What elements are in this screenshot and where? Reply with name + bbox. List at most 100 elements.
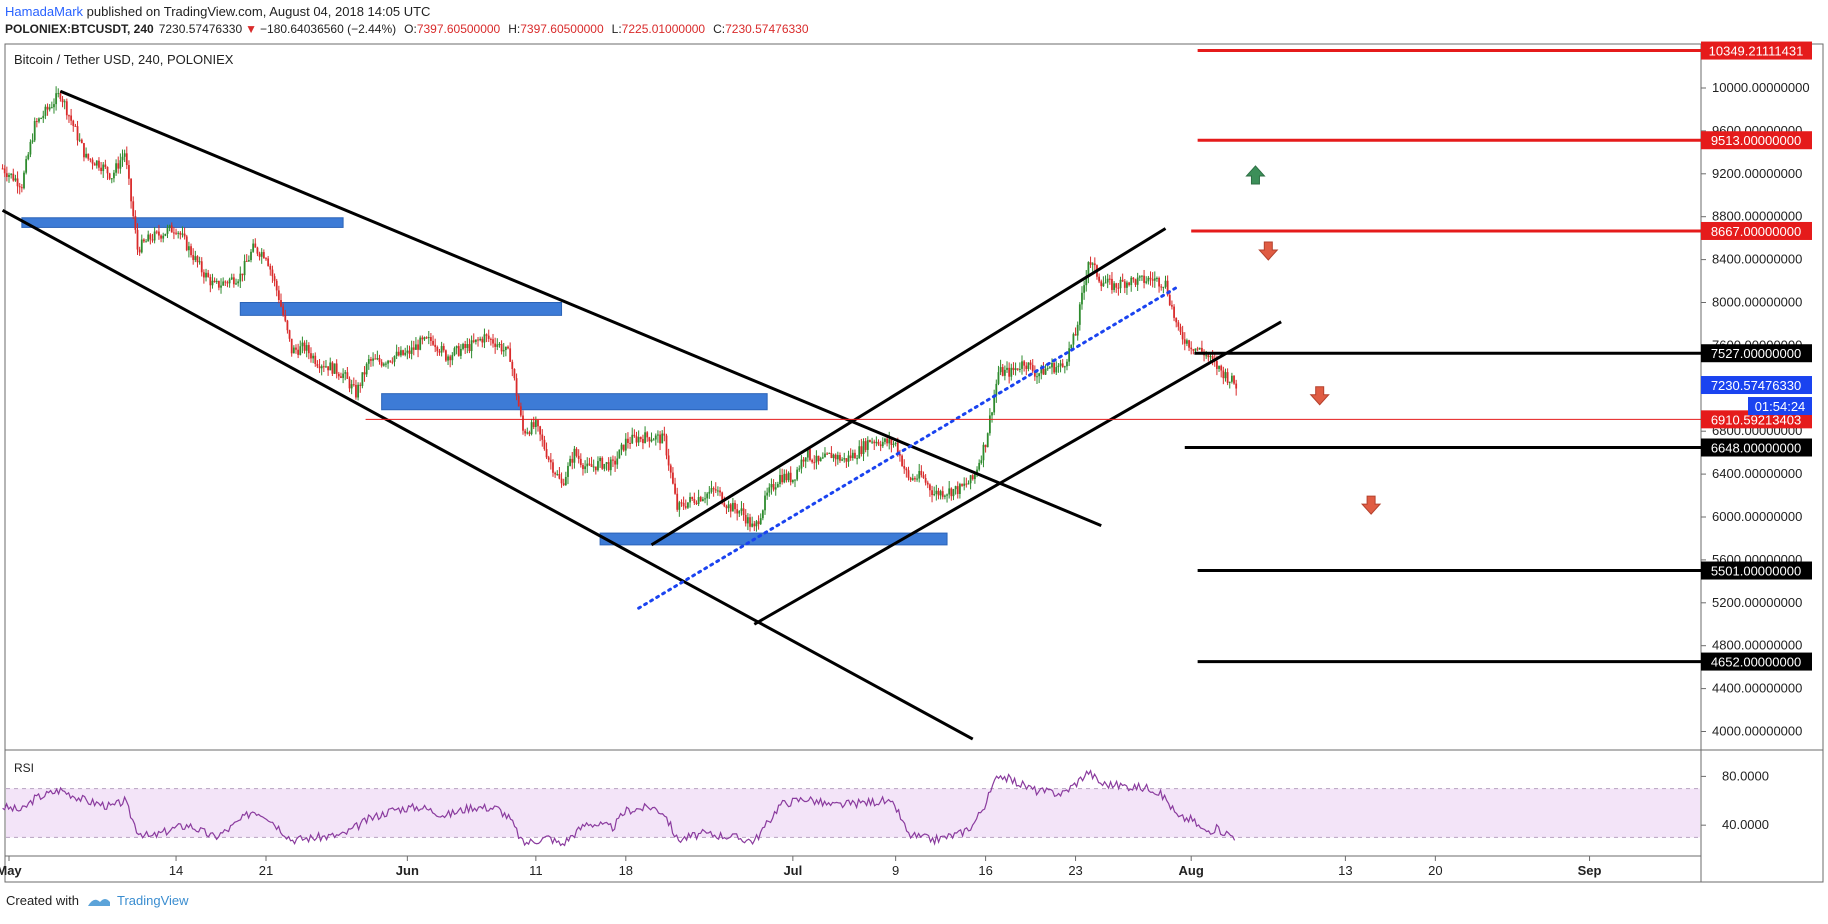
footer-brand[interactable]: TradingView — [117, 893, 189, 908]
candle-body — [145, 241, 147, 243]
close-label: C: — [713, 22, 725, 36]
candle-body — [1205, 355, 1208, 357]
candle-body — [466, 344, 469, 348]
candle-body — [211, 280, 214, 286]
time-axis[interactable]: May 14 21 Jun 11 18 Jul 9 16 23 Aug 13 20 Sep — [0, 856, 1602, 878]
candle-body — [731, 502, 734, 512]
candle-body — [299, 346, 302, 355]
candle-body — [836, 455, 839, 460]
candle-body — [76, 126, 79, 141]
candle-body — [63, 101, 66, 103]
time-tick-label: 13 — [1338, 863, 1352, 878]
candle-body — [1029, 362, 1032, 365]
candle-body — [564, 476, 567, 486]
candle-body — [736, 509, 739, 514]
candle-body — [650, 439, 653, 442]
candle-body — [1153, 278, 1156, 281]
candle-body — [489, 338, 492, 340]
candle-body — [173, 232, 175, 234]
trendlines-layer — [1, 89, 1282, 741]
candle-body — [995, 383, 998, 396]
candle-body — [359, 384, 362, 386]
candle-body — [590, 464, 593, 467]
candle-body — [858, 446, 861, 459]
tradingview-logo-icon[interactable] — [88, 899, 110, 906]
support-level-label: 6648.00000000 — [1711, 441, 1801, 456]
candle-body — [742, 508, 745, 515]
candle-body — [100, 167, 102, 172]
candle-body — [55, 93, 58, 105]
candle-body — [374, 358, 377, 360]
candle-body — [59, 93, 62, 99]
candle-body — [706, 493, 709, 499]
candle-body — [177, 232, 180, 234]
candle-body — [956, 486, 959, 494]
rsi-line — [2, 769, 1236, 847]
candle-body — [1179, 326, 1182, 333]
candle-body — [108, 173, 111, 179]
candle-body — [436, 347, 439, 352]
candle-body — [950, 488, 953, 497]
candle-body — [573, 448, 576, 463]
candle-body — [1085, 276, 1088, 286]
candle-body — [1123, 281, 1126, 288]
candle-body — [881, 441, 884, 447]
candle-body — [498, 343, 501, 345]
candle-body — [504, 346, 507, 351]
candle-body — [412, 347, 415, 350]
candle-body — [592, 466, 595, 468]
candle-body — [1196, 348, 1199, 350]
candle-body — [678, 502, 681, 510]
candle-body — [70, 115, 73, 121]
candle-body — [417, 344, 419, 350]
candle-body — [404, 352, 407, 355]
arrow-down-icon — [1258, 241, 1279, 261]
candle-body — [487, 335, 490, 339]
candle-body — [903, 466, 906, 469]
author-link[interactable]: HamadaMark — [5, 4, 84, 19]
candle-body — [239, 273, 242, 282]
current-price-label: 7230.57476330 — [1711, 378, 1801, 393]
candle-body — [864, 441, 867, 450]
candle-body — [462, 344, 464, 349]
candle-body — [427, 337, 430, 339]
candle-body — [136, 229, 139, 250]
candle-body — [509, 348, 512, 362]
candle-body — [250, 251, 252, 261]
candle-body — [346, 372, 349, 379]
candle-body — [1023, 361, 1026, 366]
time-tick-label: 11 — [529, 863, 543, 878]
candle-body — [372, 358, 374, 361]
candle-body — [12, 173, 15, 181]
support-level-label: 4652.00000000 — [1711, 655, 1801, 670]
candle-body — [188, 246, 190, 251]
candle-body — [530, 422, 533, 435]
candle-body — [1008, 367, 1011, 377]
candle-body — [877, 441, 880, 445]
candle-body — [395, 351, 398, 357]
candle-body — [1222, 370, 1225, 379]
candle-body — [40, 118, 43, 120]
candle-body — [91, 159, 94, 164]
candle-body — [1220, 365, 1223, 371]
candle-body — [160, 235, 162, 239]
candle-body — [622, 444, 625, 451]
candle-body — [220, 285, 222, 288]
candle-body — [1100, 281, 1103, 287]
candle-body — [729, 504, 732, 512]
candle-body — [314, 355, 317, 364]
candle-body — [734, 502, 736, 510]
candle-body — [1175, 317, 1178, 323]
candle-body — [627, 438, 629, 443]
candle-body — [168, 225, 171, 229]
candle-body — [721, 492, 724, 504]
candle-body — [659, 434, 661, 444]
candle-body — [29, 141, 32, 155]
candle-body — [796, 469, 799, 480]
candle-body — [215, 280, 218, 283]
candle-body — [232, 277, 235, 285]
candle-body — [1070, 344, 1073, 349]
candle-body — [348, 378, 351, 389]
candle-body — [665, 435, 668, 456]
